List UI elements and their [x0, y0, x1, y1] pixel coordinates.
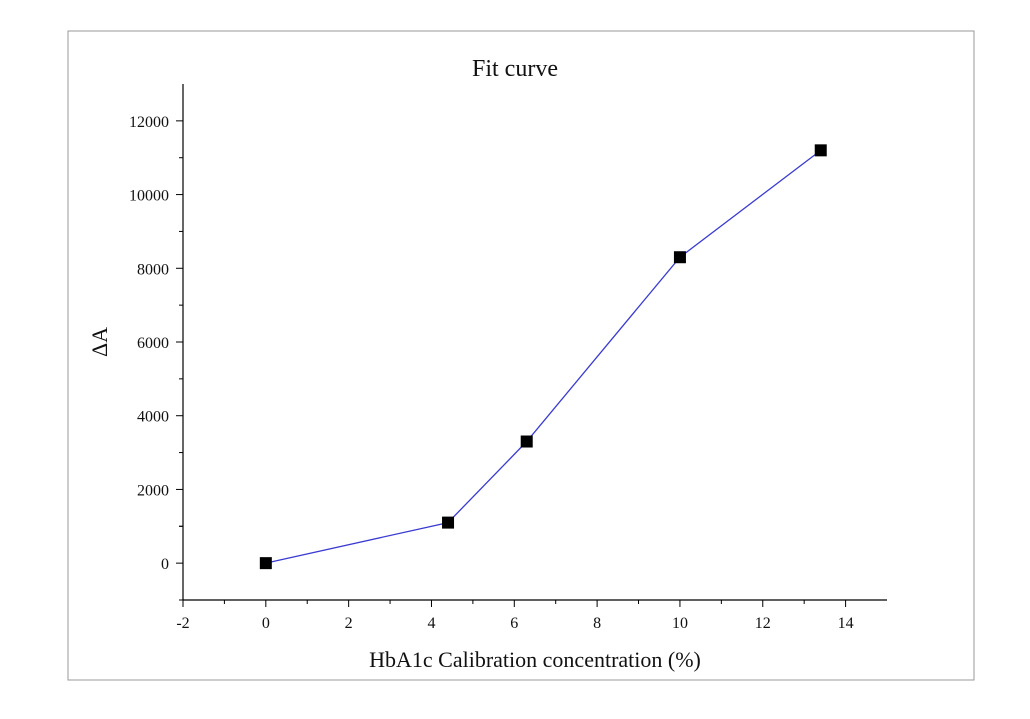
data-line [265, 149, 822, 564]
x-axis-label: HbA1c Calibration concentration (%) [369, 647, 701, 672]
y-tick-label: 10000 [129, 188, 169, 205]
x-tick-label: 0 [262, 615, 270, 632]
y-tick-label: 4000 [137, 409, 169, 426]
x-tick-label: 4 [427, 615, 435, 632]
y-tick-label: 2000 [137, 482, 169, 499]
data-point [442, 516, 455, 529]
frame [67, 30, 975, 681]
y-tick-label: 8000 [137, 261, 169, 278]
data-point [814, 144, 827, 157]
y-tick-label: 12000 [129, 114, 169, 131]
y-tick-label: 6000 [137, 335, 169, 352]
data-point [259, 557, 272, 570]
y-tick-label: 0 [161, 556, 169, 573]
x-tick-label: 12 [755, 615, 771, 632]
data-point [673, 251, 686, 264]
x-tick-label: 8 [593, 615, 601, 632]
x-tick-label: 14 [838, 615, 854, 632]
y-axis-label: ΔA [87, 327, 112, 357]
x-tick-label: 6 [510, 615, 518, 632]
x-tick-label: 2 [345, 615, 353, 632]
x-tick-label: 10 [672, 615, 688, 632]
x-tick-label: -2 [176, 615, 189, 632]
chart-title: Fit curve [472, 56, 558, 82]
data-point [520, 435, 533, 448]
